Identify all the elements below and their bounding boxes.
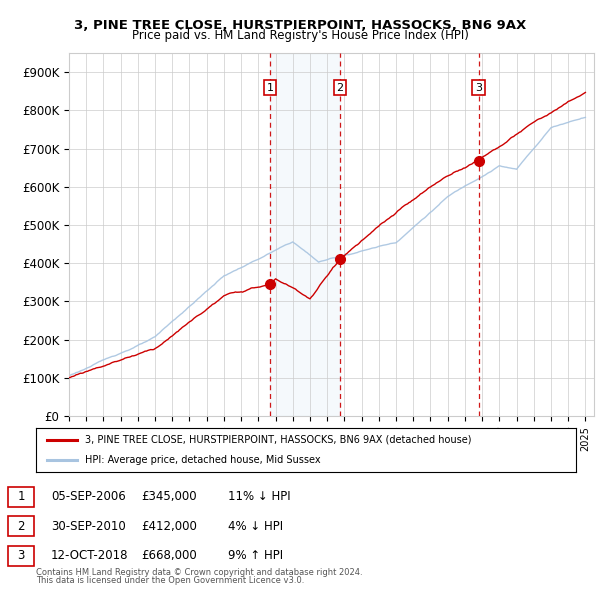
Text: £345,000: £345,000 (141, 490, 197, 503)
Text: 3, PINE TREE CLOSE, HURSTPIERPOINT, HASSOCKS, BN6 9AX: 3, PINE TREE CLOSE, HURSTPIERPOINT, HASS… (74, 19, 526, 32)
Text: Price paid vs. HM Land Registry's House Price Index (HPI): Price paid vs. HM Land Registry's House … (131, 30, 469, 42)
Text: 12-OCT-2018: 12-OCT-2018 (51, 549, 128, 562)
Text: 1: 1 (266, 83, 274, 93)
Text: This data is licensed under the Open Government Licence v3.0.: This data is licensed under the Open Gov… (36, 576, 304, 585)
Text: 3, PINE TREE CLOSE, HURSTPIERPOINT, HASSOCKS, BN6 9AX (detached house): 3, PINE TREE CLOSE, HURSTPIERPOINT, HASS… (85, 435, 471, 445)
Text: 9% ↑ HPI: 9% ↑ HPI (228, 549, 283, 562)
Text: 1: 1 (17, 490, 25, 503)
Text: 30-SEP-2010: 30-SEP-2010 (51, 520, 126, 533)
Text: HPI: Average price, detached house, Mid Sussex: HPI: Average price, detached house, Mid … (85, 455, 320, 464)
Text: Contains HM Land Registry data © Crown copyright and database right 2024.: Contains HM Land Registry data © Crown c… (36, 568, 362, 577)
Text: £412,000: £412,000 (141, 520, 197, 533)
Text: 4% ↓ HPI: 4% ↓ HPI (228, 520, 283, 533)
Text: 3: 3 (17, 549, 25, 562)
Text: £668,000: £668,000 (141, 549, 197, 562)
Text: 05-SEP-2006: 05-SEP-2006 (51, 490, 126, 503)
Text: 2: 2 (17, 520, 25, 533)
Text: 11% ↓ HPI: 11% ↓ HPI (228, 490, 290, 503)
Bar (270, 53, 340, 416)
Text: 3: 3 (475, 83, 482, 93)
Text: 2: 2 (337, 83, 344, 93)
